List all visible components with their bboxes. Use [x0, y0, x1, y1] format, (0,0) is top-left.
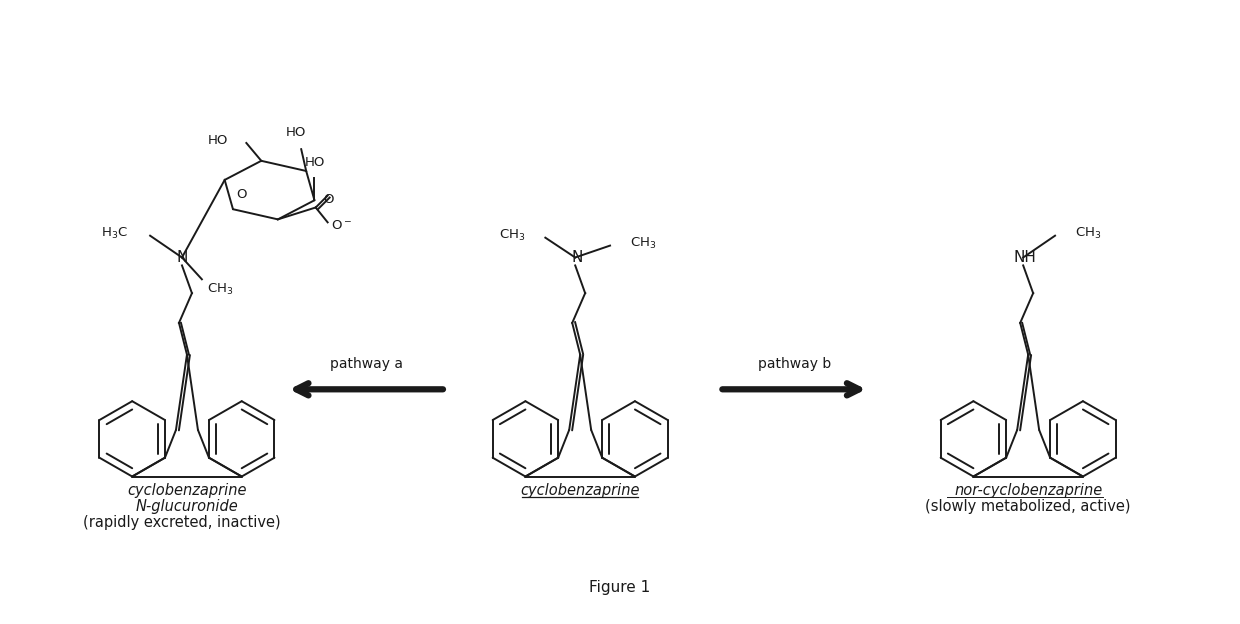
Text: N: N — [572, 250, 583, 265]
Text: H$_3$C: H$_3$C — [102, 226, 128, 241]
Text: O: O — [324, 193, 334, 206]
Text: pathway b: pathway b — [758, 358, 831, 371]
Text: O$^-$: O$^-$ — [331, 219, 352, 232]
Text: cyclobenzaprine: cyclobenzaprine — [521, 484, 640, 499]
Text: CH$_3$: CH$_3$ — [630, 236, 656, 251]
Text: pathway a: pathway a — [330, 358, 403, 371]
Text: CH$_3$: CH$_3$ — [207, 281, 233, 297]
Text: (slowly metabolized, active): (slowly metabolized, active) — [925, 499, 1131, 514]
Text: HO: HO — [286, 126, 306, 139]
Text: cyclobenzaprine: cyclobenzaprine — [128, 484, 247, 499]
Text: HO: HO — [208, 135, 228, 147]
Text: NH: NH — [1014, 250, 1037, 265]
Text: N-glucuronide: N-glucuronide — [135, 499, 238, 514]
Text: HO: HO — [304, 155, 325, 168]
Text: N: N — [176, 250, 187, 265]
Text: CH$_3$: CH$_3$ — [498, 228, 526, 243]
Text: CH$_3$: CH$_3$ — [1075, 226, 1101, 241]
Text: (rapidly excreted, inactive): (rapidly excreted, inactive) — [83, 515, 280, 530]
Text: Figure 1: Figure 1 — [589, 580, 651, 595]
Text: nor-cyclobenzaprine: nor-cyclobenzaprine — [954, 484, 1102, 499]
Text: O: O — [237, 188, 247, 201]
